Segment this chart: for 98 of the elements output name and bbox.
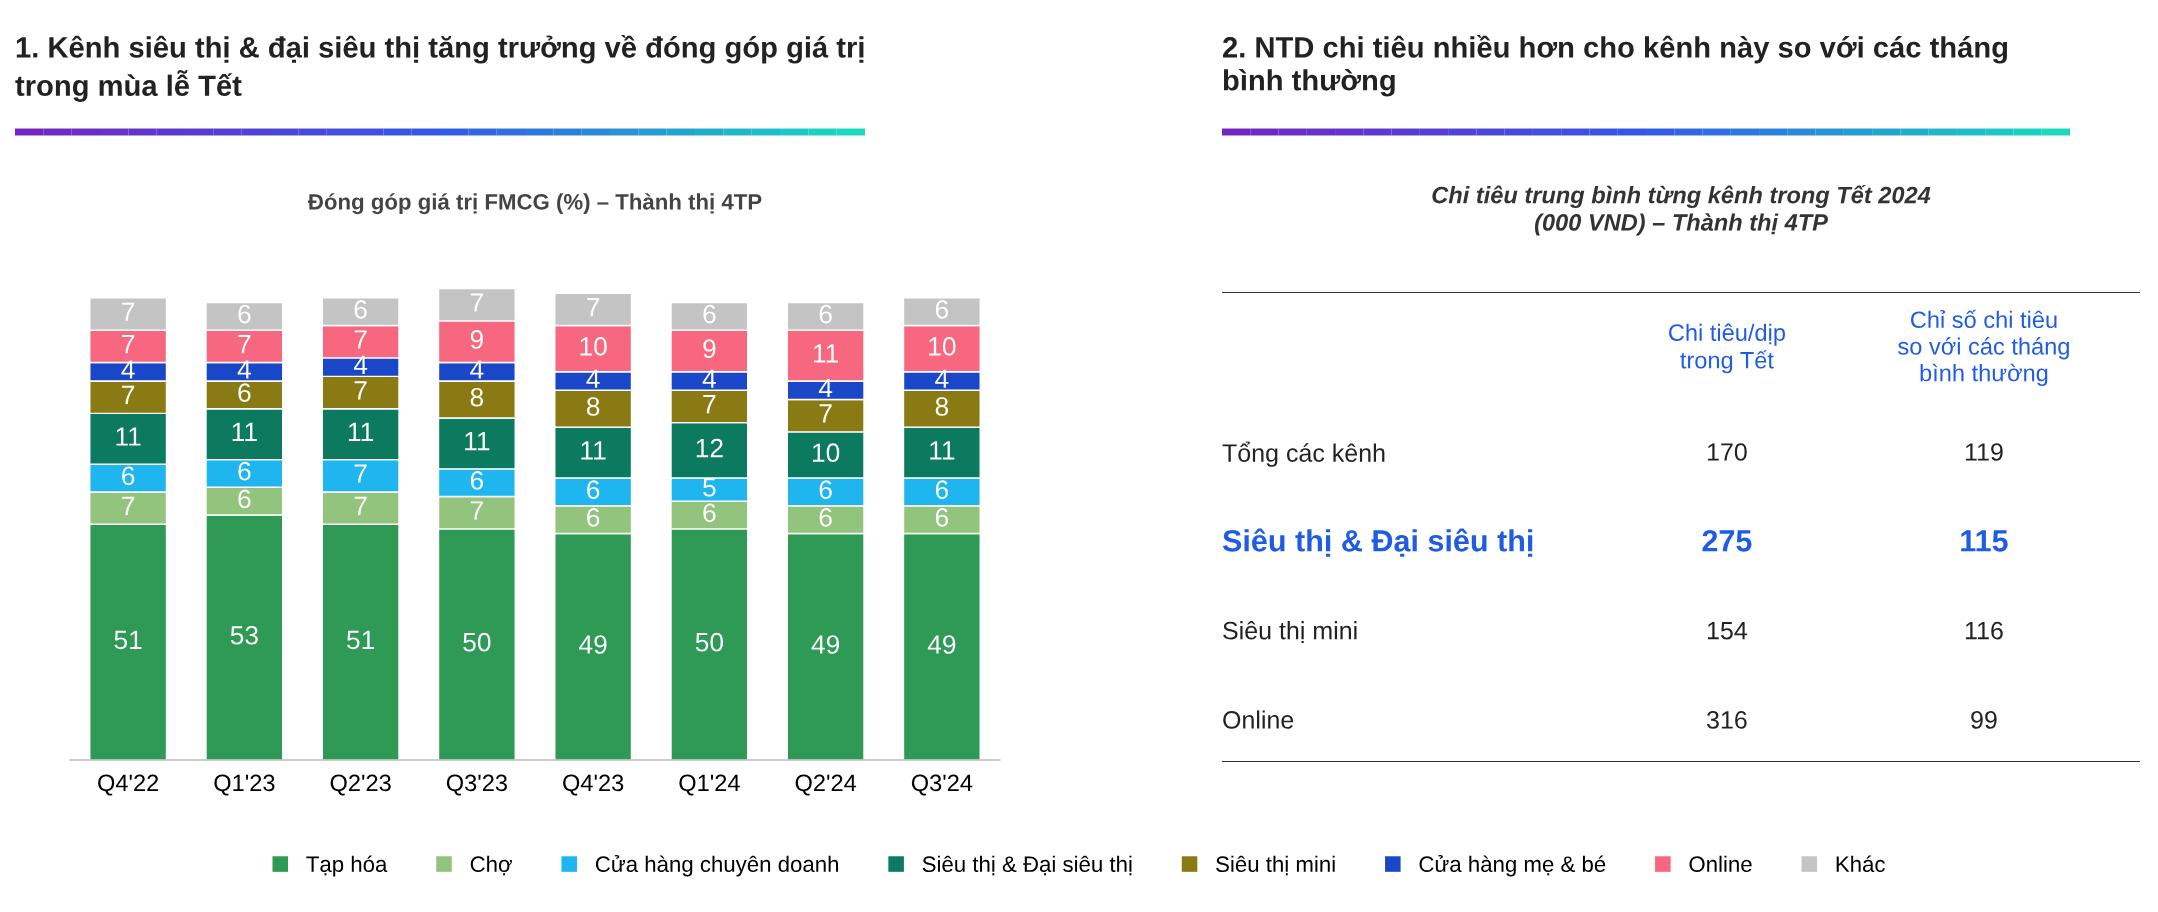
data-label: 7 xyxy=(122,496,135,515)
legend-label: Chỉ số chi tiêu so với các tháng bình thường xyxy=(1898,309,2069,387)
data-label: 116 xyxy=(1965,621,2003,640)
data-label: 11 xyxy=(465,432,490,451)
data-label: 4 xyxy=(935,369,949,388)
data-label: 8 xyxy=(935,397,949,416)
data-label: 6 xyxy=(819,508,832,527)
category-label: Siêu thị mini xyxy=(1223,621,1357,644)
data-label: 49 xyxy=(927,635,956,654)
data-label: 6 xyxy=(703,304,716,324)
x-tick-label: Q2'24 xyxy=(795,774,857,796)
data-label: 8 xyxy=(586,397,600,416)
data-label: 170 xyxy=(1707,443,1747,461)
data-label: 6 xyxy=(587,508,600,527)
data-label: 7 xyxy=(470,501,483,520)
data-label: 4 xyxy=(237,360,251,379)
category-label: Siêu thị & Đại siêu thị xyxy=(1222,528,1533,557)
data-label: 4 xyxy=(702,369,716,388)
data-label: 5 xyxy=(703,478,716,497)
data-label: 4 xyxy=(470,360,484,379)
data-label: 316 xyxy=(1707,711,1747,729)
data-label: 8 xyxy=(470,387,484,407)
data-label: 4 xyxy=(121,360,135,379)
data-label: 9 xyxy=(703,339,716,359)
data-label: 7 xyxy=(703,395,716,414)
data-label: 7 xyxy=(587,298,600,317)
data-label: 6 xyxy=(122,466,135,486)
data-label: 10 xyxy=(929,337,956,356)
data-label: 154 xyxy=(1707,622,1748,640)
data-label: 6 xyxy=(819,480,832,500)
legend-label: Siêu thị mini xyxy=(1216,855,1335,876)
data-label: 6 xyxy=(935,480,949,500)
data-label: 11 xyxy=(581,441,606,460)
chart-title: 1. Kênh siêu thị & đại siêu thị tăng trưởng về đóng góp giá trị trong mùa lễ Tết xyxy=(15,35,864,102)
data-label: 7 xyxy=(122,385,135,405)
data-label: 115 xyxy=(1961,530,2008,552)
data-label: 11 xyxy=(930,441,955,460)
data-label: 11 xyxy=(813,344,839,363)
data-label: 4 xyxy=(818,378,833,398)
data-label: 7 xyxy=(122,302,135,321)
chart-subtitle: Đóng góp giá trị FMCG (%) – Thành thị 4TP xyxy=(307,193,762,215)
data-label: 50 xyxy=(695,632,724,652)
data-label: 7 xyxy=(470,293,483,312)
data-label: 6 xyxy=(238,489,251,509)
data-label: 275 xyxy=(1702,530,1752,552)
data-label: 51 xyxy=(347,630,375,650)
data-label: 11 xyxy=(232,422,257,441)
category-label: Tổng các kênh xyxy=(1222,441,1385,467)
data-label: 53 xyxy=(230,625,258,645)
x-tick-label: Q4'22 xyxy=(98,774,159,796)
x-tick-label: Q1'24 xyxy=(679,774,740,796)
data-label: 6 xyxy=(587,480,600,500)
data-label: 7 xyxy=(354,464,367,483)
data-label: 7 xyxy=(238,335,251,354)
data-label: 7 xyxy=(354,496,367,515)
x-tick-label: Q3'24 xyxy=(911,774,973,796)
data-label: 6 xyxy=(238,383,251,402)
data-label: 6 xyxy=(935,300,949,319)
data-label: 7 xyxy=(819,404,832,423)
legend-label: Chợ xyxy=(470,855,512,876)
data-label: 7 xyxy=(122,335,135,354)
x-tick-label: Q1'23 xyxy=(214,774,275,796)
data-label: 10 xyxy=(580,337,607,356)
legend-label: Cửa hàng mẹ & bé xyxy=(1419,855,1606,877)
data-label: 4 xyxy=(586,369,600,388)
data-label: 10 xyxy=(812,443,840,463)
data-label: 7 xyxy=(354,381,367,400)
legend-label: Khác xyxy=(1836,855,1885,873)
data-label: 6 xyxy=(703,503,716,523)
data-label: 6 xyxy=(470,471,484,490)
legend-label: Chi tiêu/dịp trong Tết xyxy=(1669,323,1785,374)
text: 2. NTD chi tiêu nhiều hơn cho kênh này so với các tháng bình thường xyxy=(1223,35,2008,97)
data-label: 119 xyxy=(1965,443,2003,461)
x-tick-label: Q3'23 xyxy=(446,774,507,796)
x-tick-label: Q4'23 xyxy=(563,774,624,796)
data-label: 49 xyxy=(811,635,840,654)
data-label: 51 xyxy=(114,630,142,650)
data-label: 9 xyxy=(470,330,483,349)
data-label: 11 xyxy=(116,427,141,446)
legend-label: Tạp hóa xyxy=(306,855,388,877)
data-label: 99 xyxy=(1971,711,1997,729)
legend-label: Siêu thị & Đại siêu thị xyxy=(922,855,1132,876)
legend-label: Online xyxy=(1689,855,1752,873)
data-label: 4 xyxy=(353,355,368,374)
legend-label: Cửa hàng chuyên doanh xyxy=(595,855,839,877)
data-label: 6 xyxy=(354,300,367,319)
data-label: 49 xyxy=(579,635,607,654)
data-label: 12 xyxy=(696,438,723,458)
data-label: 50 xyxy=(463,632,491,652)
data-label: 6 xyxy=(238,461,251,481)
data-label: 6 xyxy=(935,508,949,527)
data-label: 11 xyxy=(348,422,374,441)
data-label: 6 xyxy=(819,304,832,324)
data-label: 6 xyxy=(238,304,251,324)
x-tick-label: Q2'23 xyxy=(330,774,391,796)
data-label: 7 xyxy=(354,330,367,349)
category-label: Online xyxy=(1223,710,1294,729)
text: Chi tiêu trung bình từng kênh trong Tết 2024 (000 VND) – Thành thị 4TP xyxy=(1432,185,1931,236)
